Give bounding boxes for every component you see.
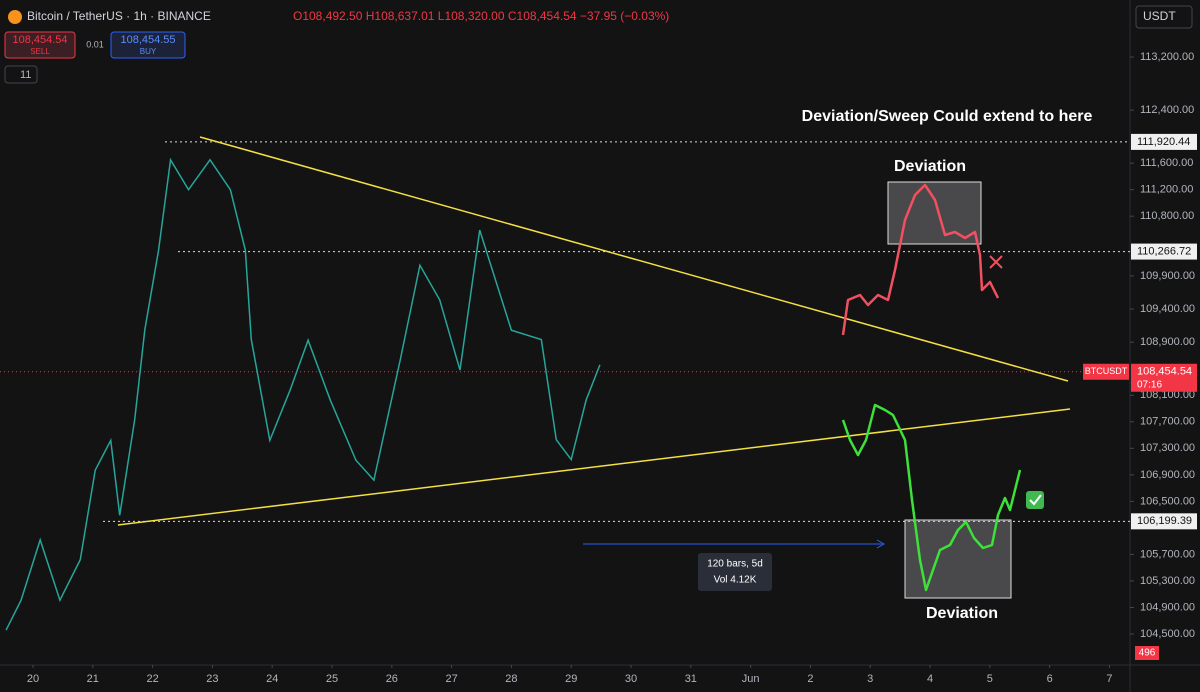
y-tick-label: 110,800.00 bbox=[1140, 210, 1194, 222]
level-label-bg bbox=[1131, 243, 1197, 260]
y-tick-label: 105,300.00 bbox=[1140, 575, 1195, 587]
sell-price: 108,454.54 bbox=[12, 34, 67, 46]
level-label: 110,266.72 bbox=[1137, 245, 1191, 257]
projection-path bbox=[841, 183, 1000, 336]
level-label: 111,920.44 bbox=[1137, 136, 1190, 148]
y-tick-label: 108,100.00 bbox=[1140, 389, 1195, 401]
x-tick-label: 26 bbox=[386, 673, 398, 685]
y-tick-label: 107,300.00 bbox=[1140, 442, 1195, 454]
indicator-toggle[interactable] bbox=[4, 65, 38, 84]
ohlc: O108,492.50 H108,637.01 L108,320.00 C108… bbox=[293, 9, 669, 23]
current-name: BTCUSDT bbox=[1085, 366, 1128, 376]
x-mark bbox=[989, 255, 1003, 269]
x-tick-label: 6 bbox=[1047, 673, 1053, 685]
check-icon bbox=[1026, 491, 1044, 509]
spread: 0.01 bbox=[86, 39, 104, 49]
y-tick-label: 111,200.00 bbox=[1140, 184, 1193, 196]
x-tick-label: 25 bbox=[326, 673, 338, 685]
current-price: 108,454.54 bbox=[1137, 366, 1192, 378]
countdown: 07:16 bbox=[1137, 379, 1162, 390]
x-tick-label: 29 bbox=[565, 673, 577, 685]
x-tick-label: 23 bbox=[206, 673, 218, 685]
symbol: Bitcoin / TetherUS · 1h · BINANCE bbox=[27, 9, 211, 23]
range-bars: 120 bars, 5d bbox=[707, 559, 763, 570]
trend-line bbox=[117, 408, 1071, 526]
y-tick-label: 109,900.00 bbox=[1140, 270, 1195, 282]
x-tick-label: 21 bbox=[87, 673, 99, 685]
current-name-bg bbox=[1083, 363, 1129, 380]
y-tick-label: 106,900.00 bbox=[1140, 469, 1195, 481]
level-label: 106,199.39 bbox=[1137, 515, 1192, 527]
y-tick-label: 105,700.00 bbox=[1140, 548, 1195, 560]
y-tick-label: 104,500.00 bbox=[1140, 628, 1195, 640]
range-arrow bbox=[876, 539, 886, 549]
sell-button[interactable] bbox=[4, 31, 76, 59]
currency: USDT bbox=[1143, 9, 1176, 23]
y-tick-label: 107,700.00 bbox=[1140, 416, 1195, 428]
trend-line bbox=[199, 136, 1069, 382]
buy-button[interactable] bbox=[110, 31, 186, 59]
x-tick-label: 24 bbox=[266, 673, 278, 685]
volume-label: 496 bbox=[1139, 648, 1156, 659]
x-tick-label: 31 bbox=[685, 673, 697, 685]
plot: 113,200.00 112,400.00 111,600.00 111,200.00… bbox=[0, 51, 1197, 685]
y-tick-label: 108,900.00 bbox=[1140, 336, 1195, 348]
buy-label: BUY bbox=[140, 47, 157, 56]
x-tick-label: 20 bbox=[27, 673, 39, 685]
coin-icon bbox=[8, 10, 22, 24]
projection-path bbox=[841, 403, 1022, 592]
x-tick-label: 7 bbox=[1106, 673, 1112, 685]
current-price-bg bbox=[1131, 363, 1197, 392]
annotation: Deviation bbox=[926, 605, 998, 622]
volume-label-bg bbox=[1135, 646, 1159, 660]
annotation: Deviation bbox=[894, 158, 966, 175]
currency-button[interactable] bbox=[1135, 5, 1193, 29]
level-label-bg bbox=[1131, 513, 1197, 530]
x-tick-label: 3 bbox=[867, 673, 873, 685]
x-tick-label: 4 bbox=[927, 673, 933, 685]
sell-label: SELL bbox=[30, 47, 50, 56]
y-tick-label: 104,900.00 bbox=[1140, 601, 1195, 613]
y-tick-label: 106,500.00 bbox=[1140, 495, 1195, 507]
x-tick-label: Jun bbox=[742, 673, 760, 685]
x-tick-label: 30 bbox=[625, 673, 637, 685]
x-tick-label: 28 bbox=[505, 673, 517, 685]
x-tick-label: 2 bbox=[807, 673, 813, 685]
annotation-title: Deviation/Sweep Could extend to here bbox=[802, 108, 1093, 125]
price-line bbox=[5, 157, 601, 631]
y-tick-label: 111,600.00 bbox=[1140, 157, 1193, 169]
y-tick-label: 109,400.00 bbox=[1140, 303, 1195, 315]
buy-price: 108,454.55 bbox=[120, 34, 175, 46]
range-tooltip bbox=[698, 553, 772, 591]
y-tick-label: 113,200.00 bbox=[1140, 51, 1194, 63]
indicator-count: 11 bbox=[20, 69, 31, 81]
x-tick-label: 5 bbox=[987, 673, 993, 685]
range-vol: Vol 4.12K bbox=[714, 575, 757, 586]
y-tick-label: 112,400.00 bbox=[1140, 104, 1194, 116]
x-tick-label: 27 bbox=[445, 673, 457, 685]
level-label-bg bbox=[1131, 133, 1197, 150]
x-tick-label: 22 bbox=[146, 673, 158, 685]
check-icon bbox=[1029, 494, 1042, 506]
